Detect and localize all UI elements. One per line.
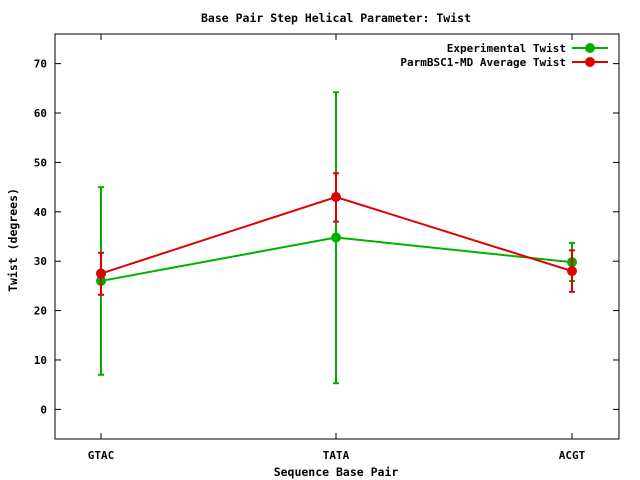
y-tick-label-4: 40 [34,206,47,219]
legend-marker-0 [585,43,595,53]
x-tick-label-2: ACGT [559,449,586,462]
y-tick-label-1: 10 [34,354,47,367]
series-1 [96,172,577,296]
y-tick-label-0: 0 [40,403,47,416]
y-tick-label-7: 70 [34,58,47,71]
data-point-0-1 [331,232,341,243]
data-point-1-0 [96,268,106,279]
x-tick-label-0: GTAC [88,449,115,462]
y-tick-label-3: 30 [34,255,47,268]
legend-marker-1 [585,57,595,67]
data-point-1-1 [331,191,341,202]
x-axis: GTAC TATA ACGT [88,34,586,462]
y-tick-label-5: 50 [34,156,47,169]
chart-title: Base Pair Step Helical Parameter: Twist [201,11,471,25]
x-axis-label: Sequence Base Pair [274,465,399,479]
y-tick-label-2: 20 [34,305,47,318]
y-axis: 0 10 20 30 40 50 60 70 [34,58,619,416]
legend-label-0: Experimental Twist [447,42,566,55]
x-tick-label-1: TATA [323,449,350,462]
data-point-1-2 [567,266,577,277]
y-tick-label-6: 60 [34,107,47,120]
plot-frame [54,33,620,440]
legend-label-1: ParmBSC1-MD Average Twist [400,56,566,69]
series-layer [96,91,577,385]
y-axis-label: Twist (degrees) [6,188,20,292]
series-0 [96,91,577,385]
